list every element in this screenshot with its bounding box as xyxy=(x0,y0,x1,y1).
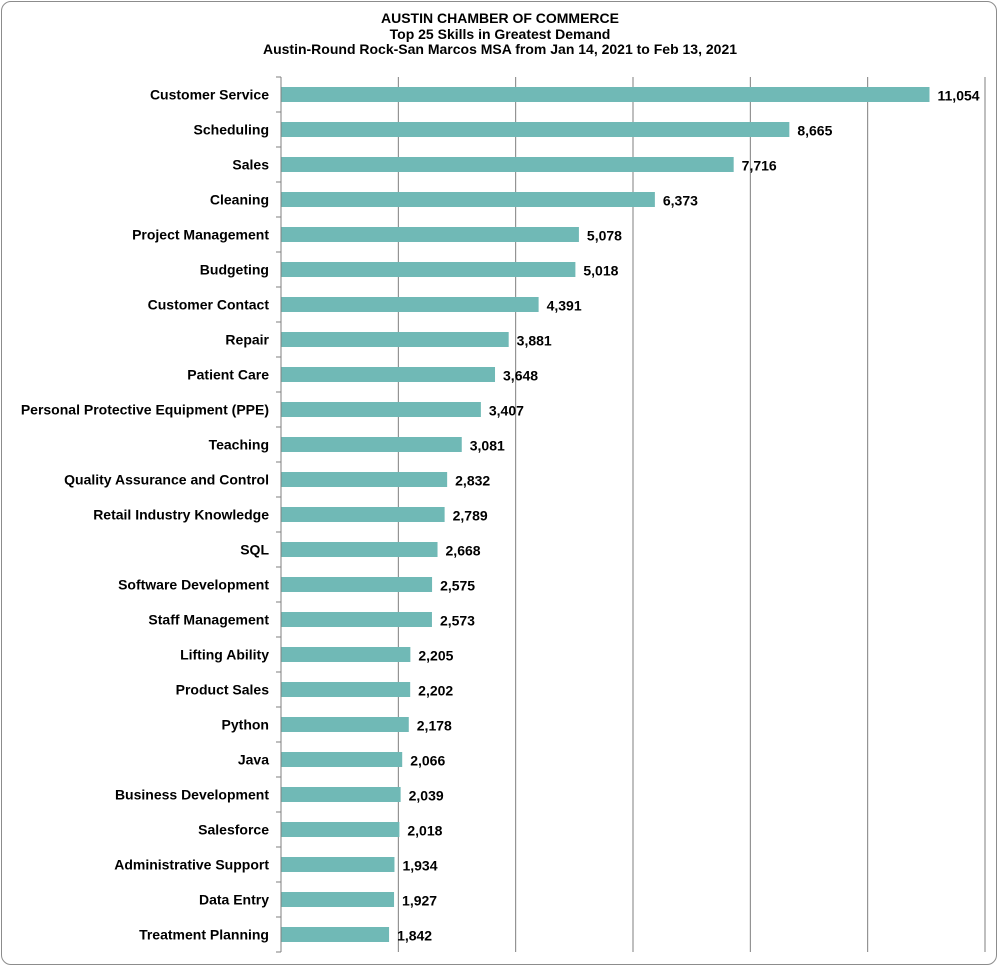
bar xyxy=(281,472,448,487)
category-label: Treatment Planning xyxy=(139,927,269,943)
bar xyxy=(281,647,411,662)
bar xyxy=(281,682,411,697)
bar xyxy=(281,787,401,802)
bar xyxy=(281,402,481,417)
value-label: 2,789 xyxy=(453,508,488,524)
value-label: 2,668 xyxy=(446,543,481,559)
value-label: 1,934 xyxy=(402,858,437,874)
value-label: 5,018 xyxy=(583,263,618,279)
category-label: Cleaning xyxy=(210,192,269,208)
bar xyxy=(281,507,445,522)
value-label: 1,927 xyxy=(402,893,437,909)
category-label: Quality Assurance and Control xyxy=(64,472,269,488)
bar xyxy=(281,542,438,557)
value-label: 2,018 xyxy=(407,823,442,839)
category-label: Customer Service xyxy=(150,87,269,103)
bar xyxy=(281,157,734,172)
value-label: 2,573 xyxy=(440,613,475,629)
chart-title: AUSTIN CHAMBER OF COMMERCE xyxy=(381,10,619,26)
y-axis xyxy=(276,76,282,953)
value-label: 2,066 xyxy=(410,753,445,769)
category-label: Data Entry xyxy=(199,892,269,908)
bar xyxy=(281,332,509,347)
value-label: 2,039 xyxy=(409,788,444,804)
value-label: 2,178 xyxy=(417,718,452,734)
bar xyxy=(281,577,433,592)
chart-title-block: AUSTIN CHAMBER OF COMMERCE Top 25 Skills… xyxy=(0,10,1000,58)
bar xyxy=(281,717,409,732)
bar xyxy=(281,752,403,767)
category-labels: Customer Service Scheduling Sales Cleaning P… xyxy=(21,87,270,943)
chart-subtitle-2: Austin-Round Rock-San Marcos MSA from Ja… xyxy=(262,41,738,57)
bar xyxy=(281,927,390,942)
category-label: Budgeting xyxy=(200,262,269,278)
value-label: 11,054 xyxy=(938,88,980,104)
value-label: 8,665 xyxy=(797,123,832,139)
value-label: 2,205 xyxy=(418,648,453,664)
bar xyxy=(281,297,539,312)
category-label: Retail Industry Knowledge xyxy=(93,507,269,523)
value-label: 2,575 xyxy=(440,578,475,594)
bar xyxy=(281,367,496,382)
value-label: 7,716 xyxy=(742,158,777,174)
value-label: 5,078 xyxy=(587,228,622,244)
category-label: Java xyxy=(238,752,269,768)
value-label: 6,373 xyxy=(663,193,698,209)
chart-subtitle: Top 25 Skills in Greatest Demand xyxy=(389,25,611,42)
bar xyxy=(281,227,579,242)
category-label: Staff Management xyxy=(148,612,269,628)
value-label: 3,081 xyxy=(470,438,505,454)
category-label: Software Development xyxy=(118,577,269,593)
category-label: SQL xyxy=(240,542,269,558)
category-label: Patient Care xyxy=(187,367,269,383)
category-label: Business Development xyxy=(115,787,269,803)
category-label: Teaching xyxy=(209,437,269,453)
category-label: Sales xyxy=(232,157,269,173)
category-label: Project Management xyxy=(132,227,269,243)
bar xyxy=(281,437,462,452)
bars xyxy=(281,87,930,942)
bar xyxy=(281,122,790,137)
category-label: Scheduling xyxy=(194,122,269,138)
value-label: 4,391 xyxy=(547,298,582,314)
bar xyxy=(281,857,395,872)
category-label: Repair xyxy=(225,332,269,348)
value-label: 3,407 xyxy=(489,403,524,419)
category-label: Product Sales xyxy=(176,682,270,698)
category-label: Python xyxy=(222,717,269,733)
value-label: 3,881 xyxy=(517,333,552,349)
bar xyxy=(281,87,930,102)
bar xyxy=(281,612,432,627)
bar xyxy=(281,262,576,277)
category-label: Salesforce xyxy=(198,822,269,838)
bar xyxy=(281,822,400,837)
value-label: 3,648 xyxy=(503,368,538,384)
bar xyxy=(281,192,655,207)
value-label: 2,832 xyxy=(455,473,490,489)
value-labels: 11,054 8,665 7,716 6,373 5,078 5,018 4,391 3,88… xyxy=(397,88,980,944)
category-label: Customer Contact xyxy=(148,297,270,313)
bar xyxy=(281,892,395,907)
value-label: 1,842 xyxy=(397,928,432,944)
category-label: Lifting Ability xyxy=(180,647,269,663)
value-label: 2,202 xyxy=(418,683,453,699)
category-label: Personal Protective Equipment (PPE) xyxy=(21,402,269,418)
category-label: Administrative Support xyxy=(114,857,269,873)
